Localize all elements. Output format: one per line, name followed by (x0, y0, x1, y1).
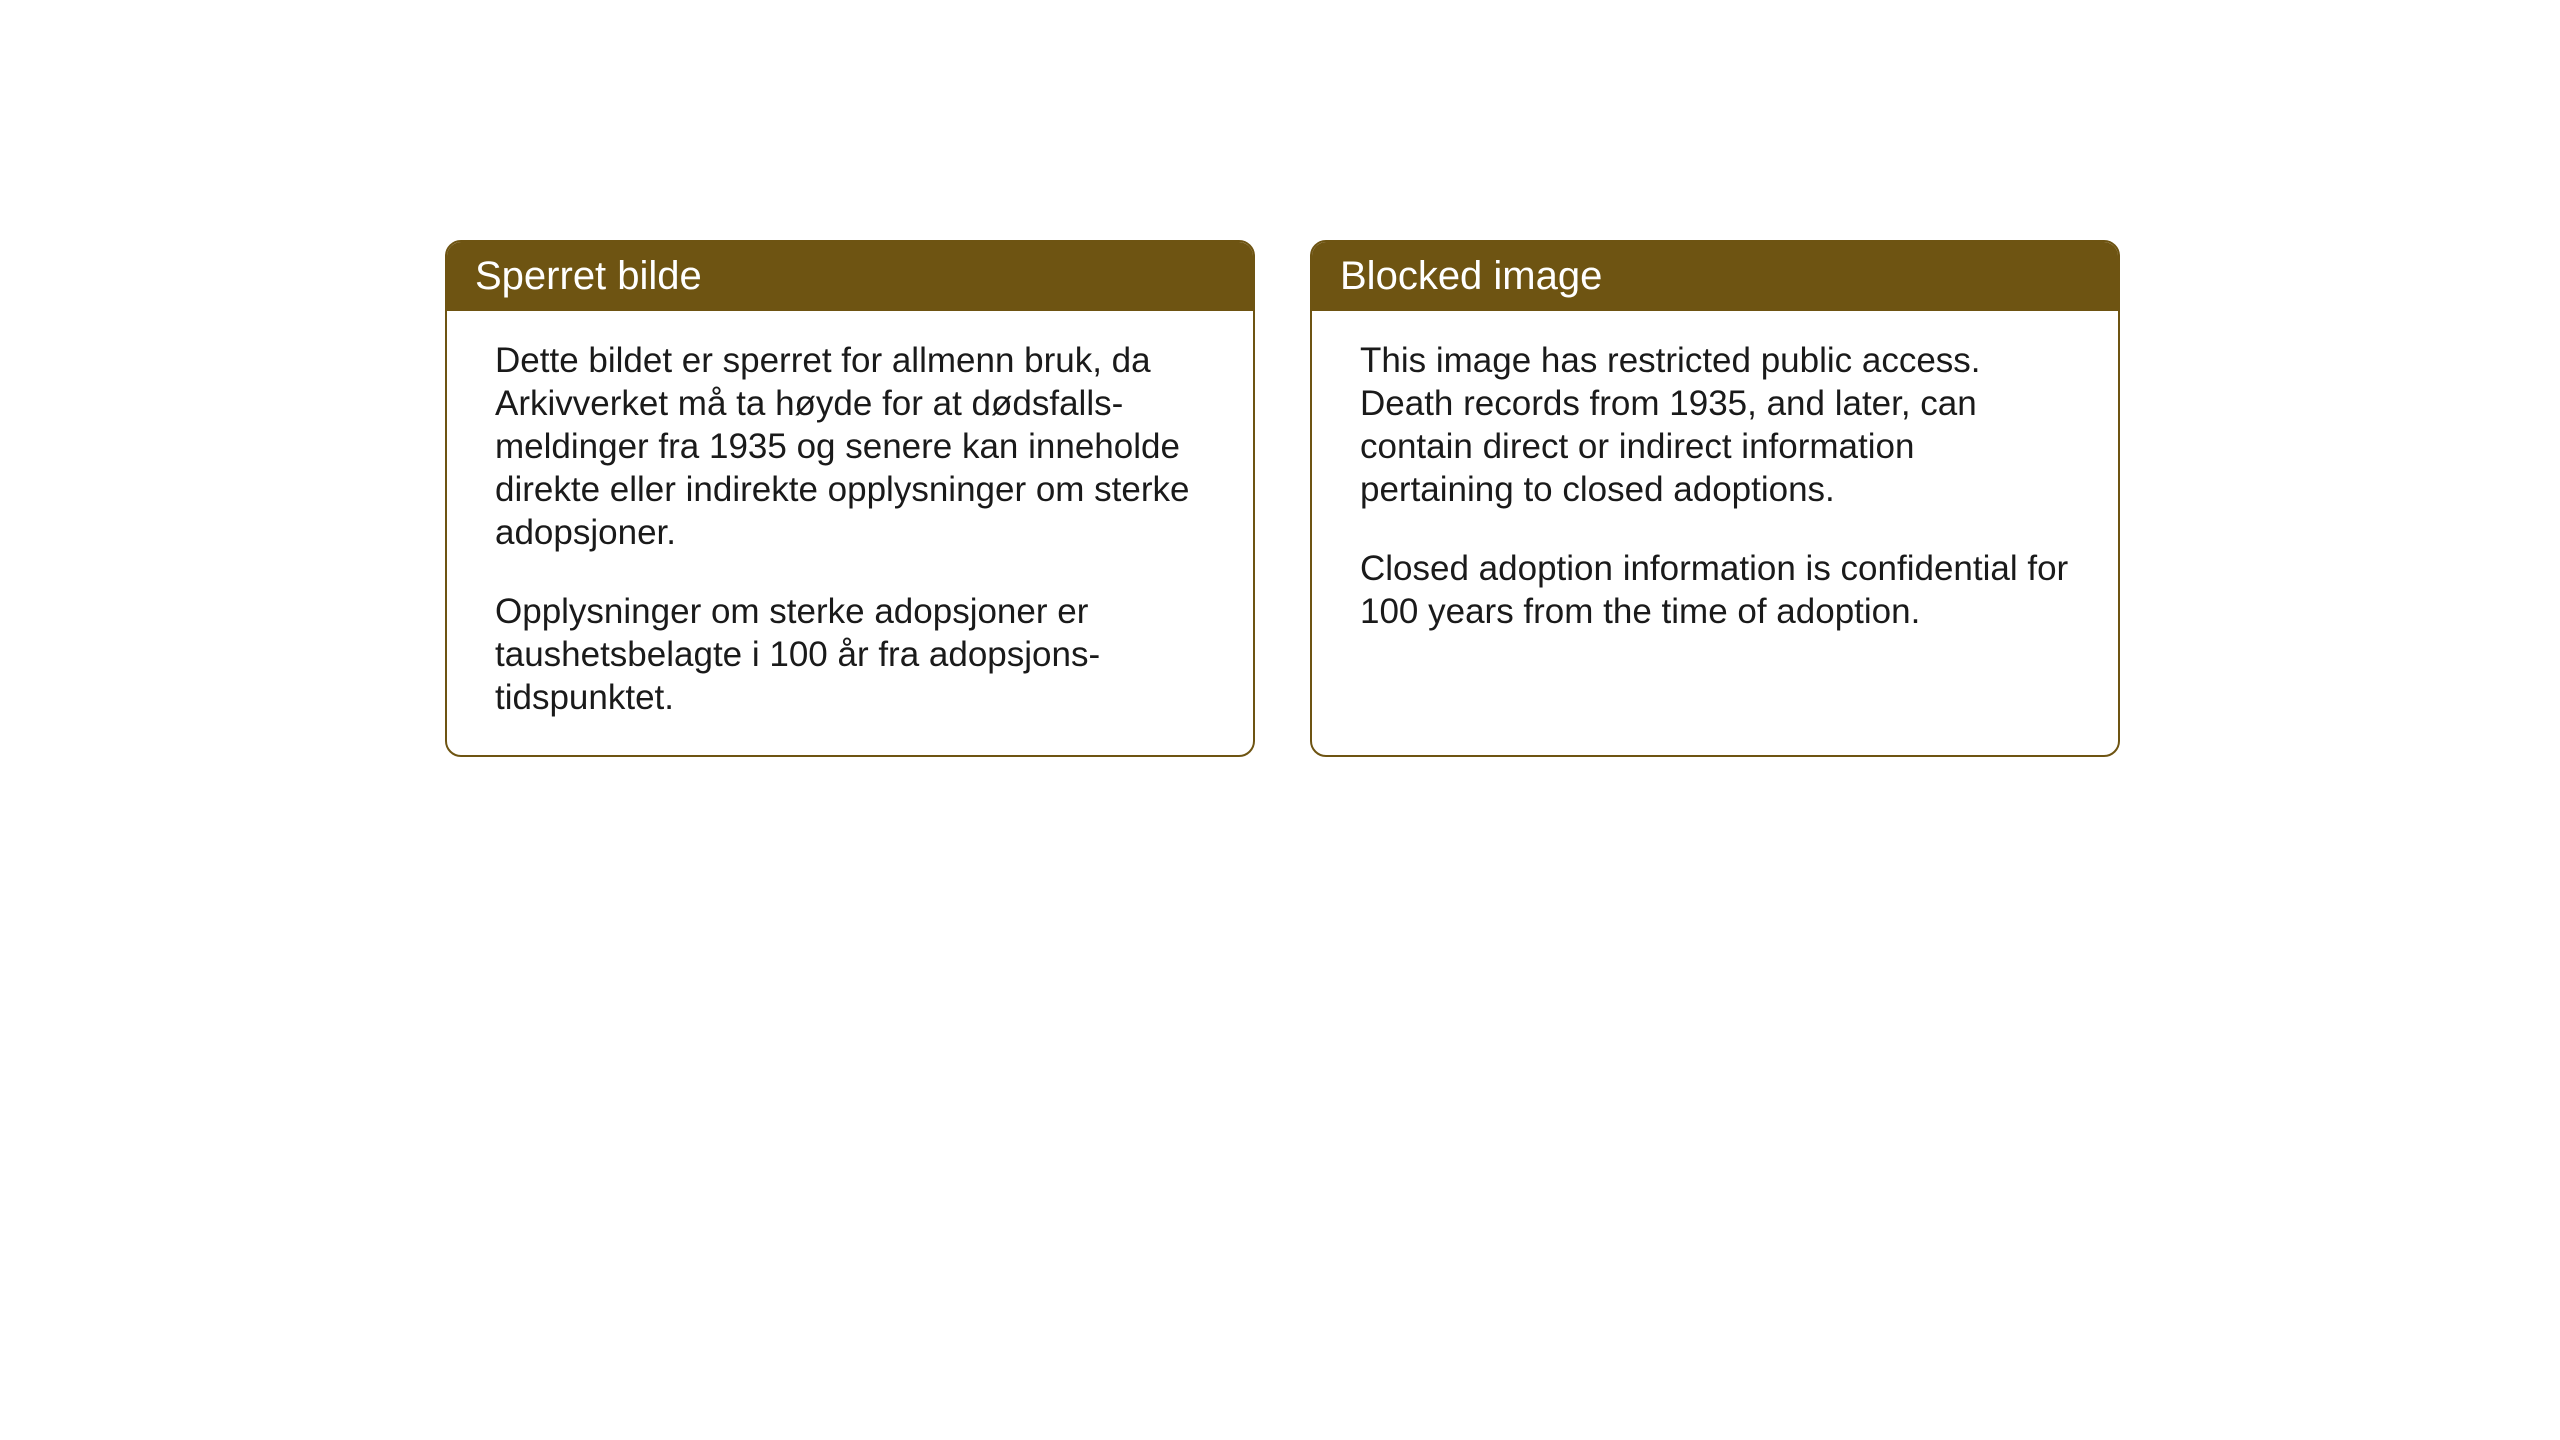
card-title: Blocked image (1340, 254, 1602, 298)
card-body-english: This image has restricted public access.… (1312, 311, 2118, 669)
card-header-norwegian: Sperret bilde (447, 242, 1253, 311)
card-paragraph-2: Closed adoption information is confident… (1360, 547, 2070, 633)
card-title: Sperret bilde (475, 254, 702, 298)
card-body-norwegian: Dette bildet er sperret for allmenn bruk… (447, 311, 1253, 755)
card-paragraph-1: Dette bildet er sperret for allmenn bruk… (495, 339, 1205, 554)
card-paragraph-2: Opplysninger om sterke adopsjoner er tau… (495, 590, 1205, 719)
notice-cards-container: Sperret bilde Dette bildet er sperret fo… (445, 240, 2120, 757)
notice-card-norwegian: Sperret bilde Dette bildet er sperret fo… (445, 240, 1255, 757)
card-paragraph-1: This image has restricted public access.… (1360, 339, 2070, 511)
notice-card-english: Blocked image This image has restricted … (1310, 240, 2120, 757)
card-header-english: Blocked image (1312, 242, 2118, 311)
